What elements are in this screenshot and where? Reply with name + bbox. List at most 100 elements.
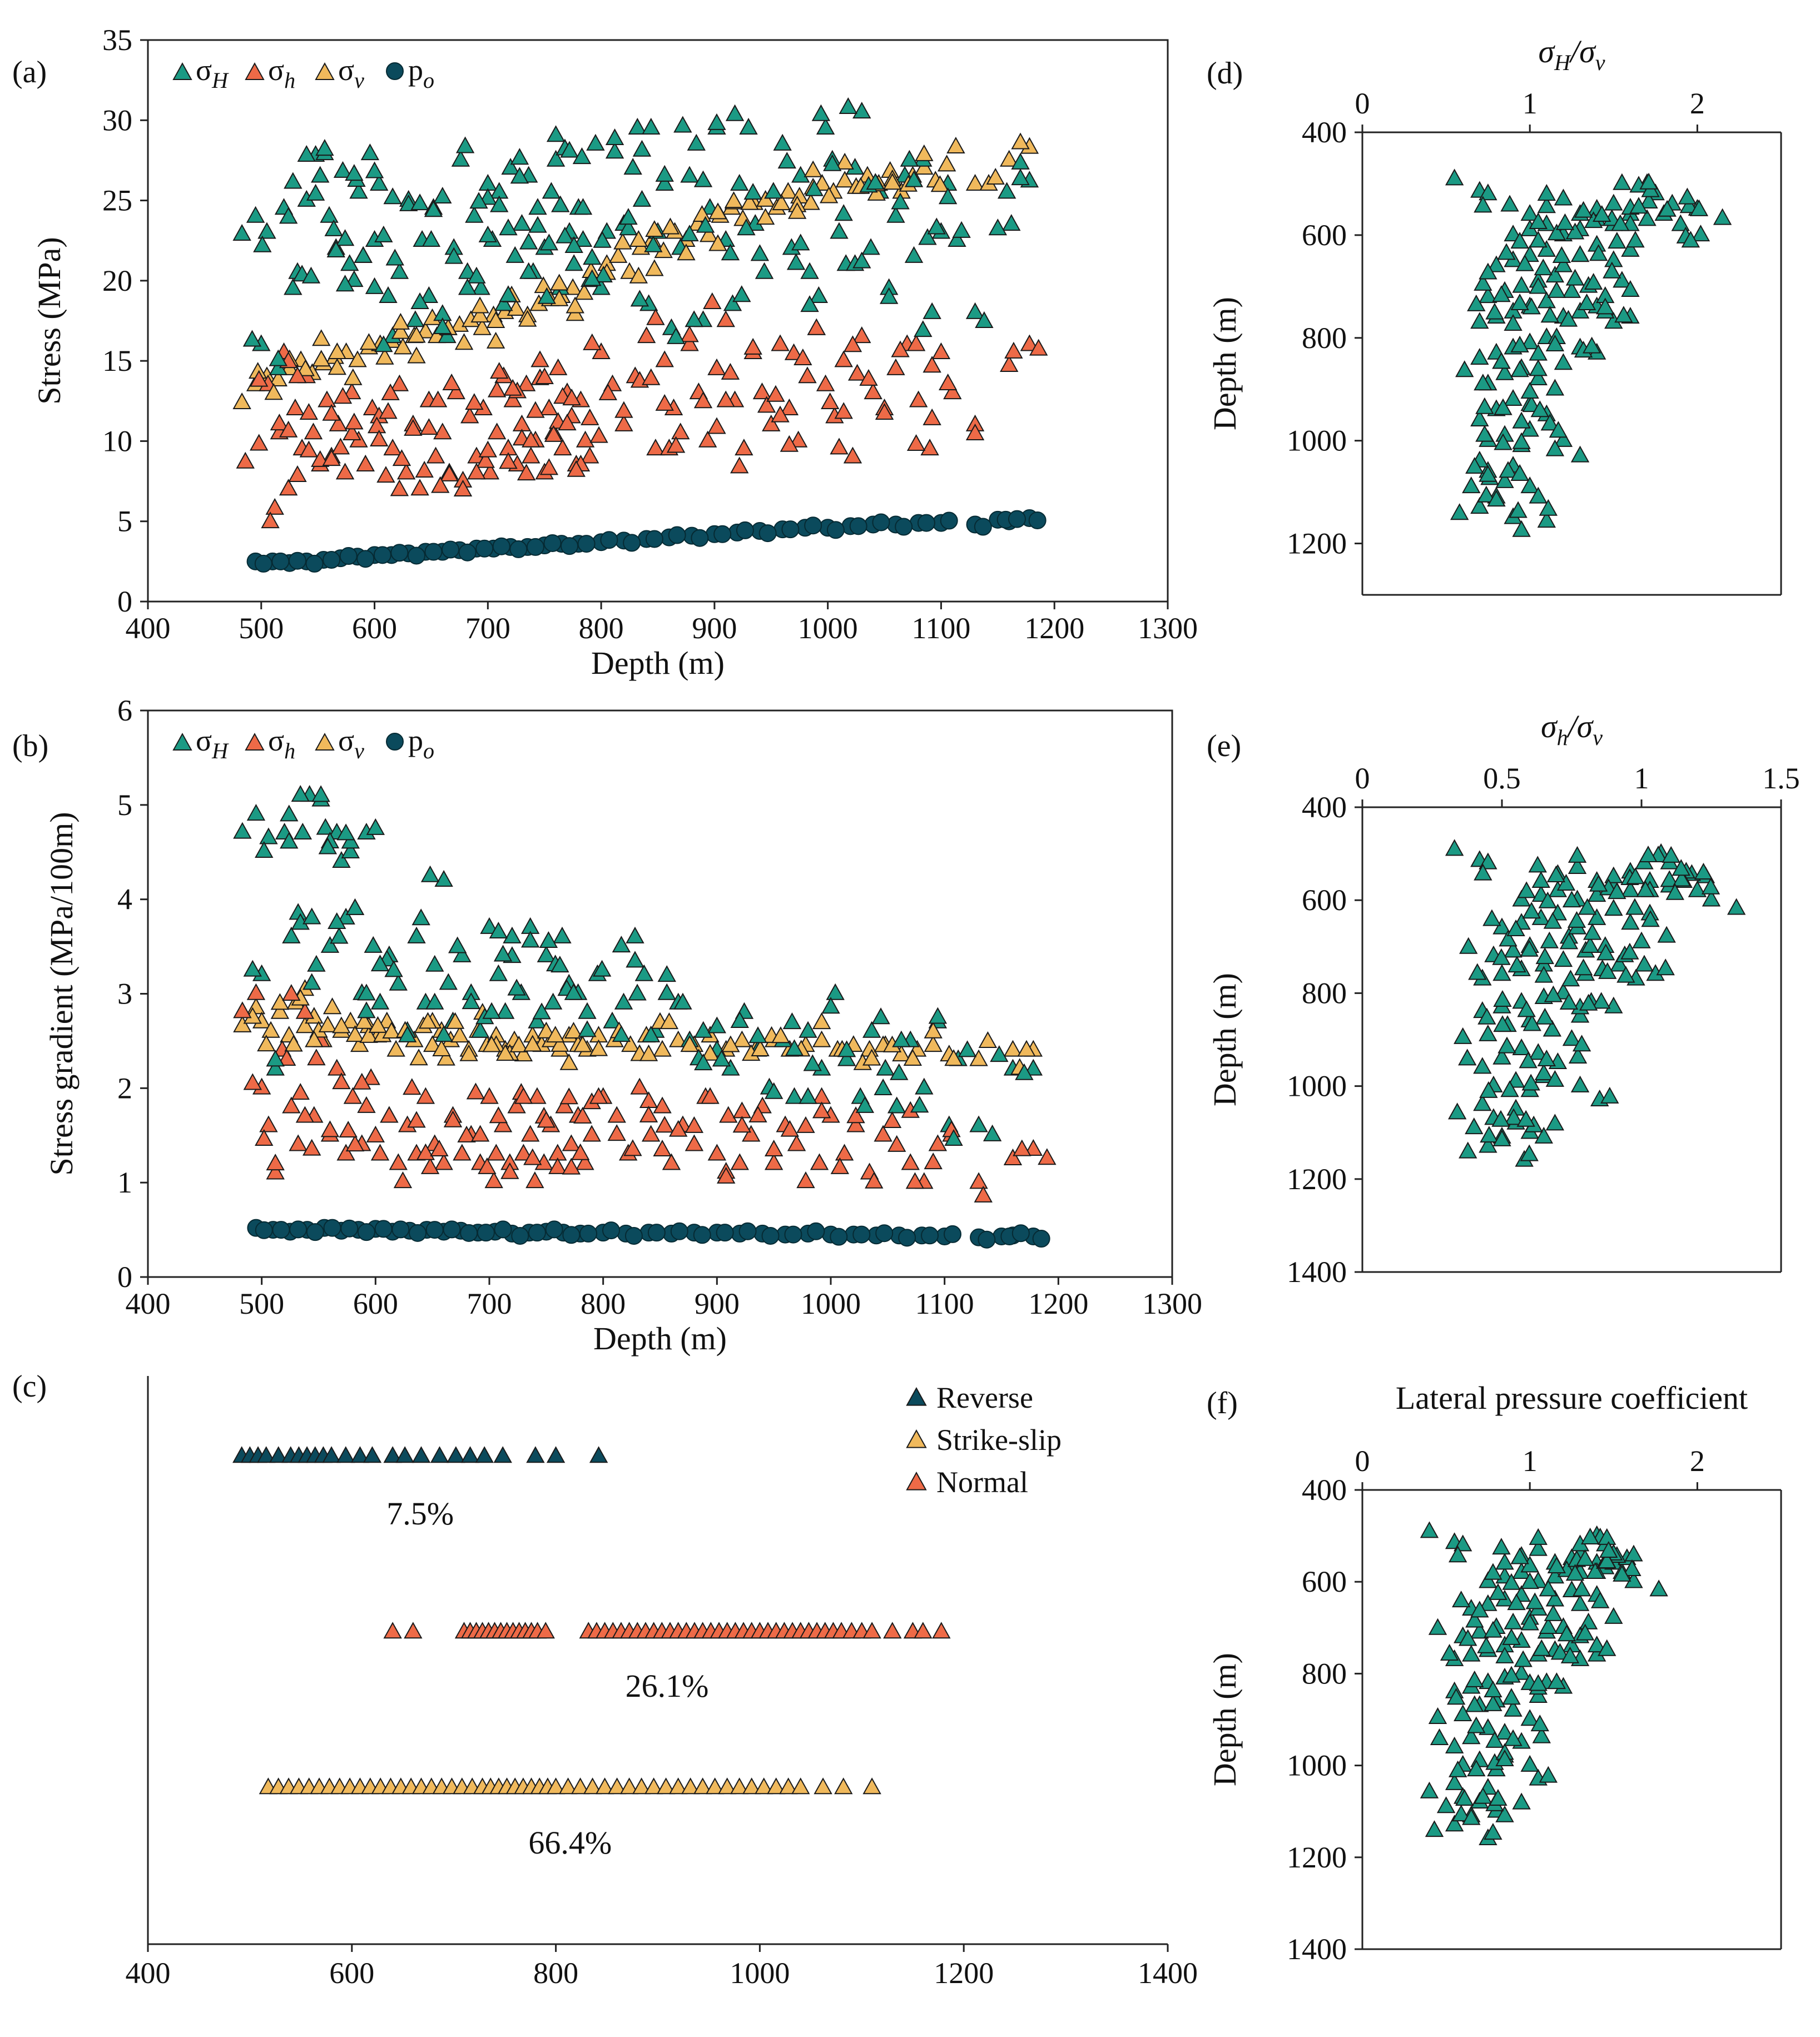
x-tick-label: 0 (1355, 1444, 1370, 1478)
ratio-point (1539, 1579, 1558, 1597)
po-point (323, 1219, 341, 1237)
stress-point (612, 936, 631, 953)
po-point (943, 1225, 961, 1243)
ratio-point (1520, 476, 1539, 494)
ratio-point (1495, 1553, 1514, 1570)
ratio-point (1579, 1612, 1598, 1629)
stress-point (578, 1002, 597, 1019)
ratio-point (1591, 1591, 1610, 1608)
ratio-point (1487, 490, 1506, 507)
stress-point (528, 216, 547, 233)
regime-point (681, 1777, 700, 1795)
ratio-point (1506, 1071, 1525, 1088)
regime-point (791, 1777, 810, 1795)
stress-point (693, 391, 713, 409)
po-point (670, 1222, 688, 1240)
stress-point (812, 1012, 831, 1030)
ratio-point (1547, 1672, 1566, 1690)
stress-point (730, 1011, 749, 1029)
stress-point (628, 983, 647, 1001)
ratio-point (1639, 845, 1658, 863)
stress-point (655, 173, 674, 191)
po-point (758, 524, 777, 543)
ratio-point (1520, 381, 1539, 399)
stress-point (730, 456, 749, 474)
stress-point (780, 1120, 800, 1137)
ratio-point (1539, 1617, 1558, 1634)
stress-point (701, 1044, 720, 1061)
stress-point (357, 1001, 376, 1019)
ratio-point (1599, 1541, 1618, 1558)
stress-point (582, 1125, 601, 1142)
stress-point (302, 973, 321, 990)
po-point (579, 1224, 598, 1243)
stress-point (296, 359, 315, 376)
panel-f: 0 1 2 400 600 800 1000 1200 1400 Lateral pressure… (1207, 1380, 1782, 1966)
po-point (807, 1222, 825, 1240)
stress-point (470, 1125, 490, 1142)
x-tick-label: 600 (352, 612, 397, 645)
ratio-point (1544, 985, 1563, 1002)
ratio-point (1428, 1618, 1447, 1635)
ratio-point (1520, 1613, 1539, 1631)
stress-point (396, 463, 416, 480)
stress-point (788, 430, 808, 448)
stress-point (905, 1172, 925, 1189)
stress-point (567, 460, 586, 477)
stress-point (328, 1059, 346, 1076)
stress-point (666, 436, 686, 453)
stress-point (425, 992, 444, 1010)
legend-entry-sub: H (211, 68, 229, 93)
stress-point (430, 1139, 449, 1157)
ratio-point (1512, 890, 1531, 907)
stress-point (419, 286, 439, 303)
regime-point (383, 1622, 402, 1639)
stress-point (453, 1144, 472, 1161)
stress-point (901, 1153, 920, 1170)
ratio-point (1479, 1081, 1498, 1098)
ratio-point (1552, 246, 1571, 263)
po-point (289, 1220, 308, 1239)
stress-point (470, 1021, 490, 1038)
stress-point (839, 97, 858, 115)
stress-point (432, 1039, 451, 1056)
ratio-point (1554, 188, 1573, 206)
stress-point (938, 187, 958, 205)
stress-point (811, 104, 831, 121)
stress-point (969, 1049, 988, 1066)
stress-point (757, 396, 776, 413)
ratio-point (1504, 1612, 1523, 1629)
regime-point (742, 1777, 761, 1795)
y-tick-label: 0 (117, 1260, 132, 1294)
stress-point (928, 1007, 948, 1024)
po-point (356, 550, 375, 568)
regime-point (730, 1777, 749, 1795)
po-point (528, 1224, 546, 1242)
ratio-point (1470, 1601, 1489, 1618)
ratio-point (1554, 982, 1573, 1000)
stress-point (363, 398, 382, 415)
stress-point (915, 144, 934, 161)
stress-point (564, 236, 583, 253)
stress-point (522, 446, 540, 464)
stress-point (717, 1166, 736, 1184)
stress-point (355, 1012, 374, 1029)
stress-point (519, 262, 538, 279)
stress-point (559, 1087, 578, 1105)
po-point (272, 1221, 290, 1239)
ratio-point (1504, 314, 1523, 331)
stress-point (539, 233, 559, 251)
po-point (562, 1226, 581, 1244)
ratio-point (1523, 1014, 1541, 1031)
stress-point (572, 147, 592, 165)
regime-point (656, 1777, 676, 1795)
ratio-point (1479, 286, 1497, 304)
stress-point (796, 1116, 815, 1133)
stress-point (659, 1012, 679, 1030)
x-tick-label: 700 (465, 612, 510, 645)
y-tick-label: 6 (117, 694, 132, 727)
stress-point (407, 926, 426, 943)
legend-entry-sub: H (211, 738, 229, 763)
stress-point (771, 334, 790, 351)
ratio-point (1570, 245, 1590, 262)
